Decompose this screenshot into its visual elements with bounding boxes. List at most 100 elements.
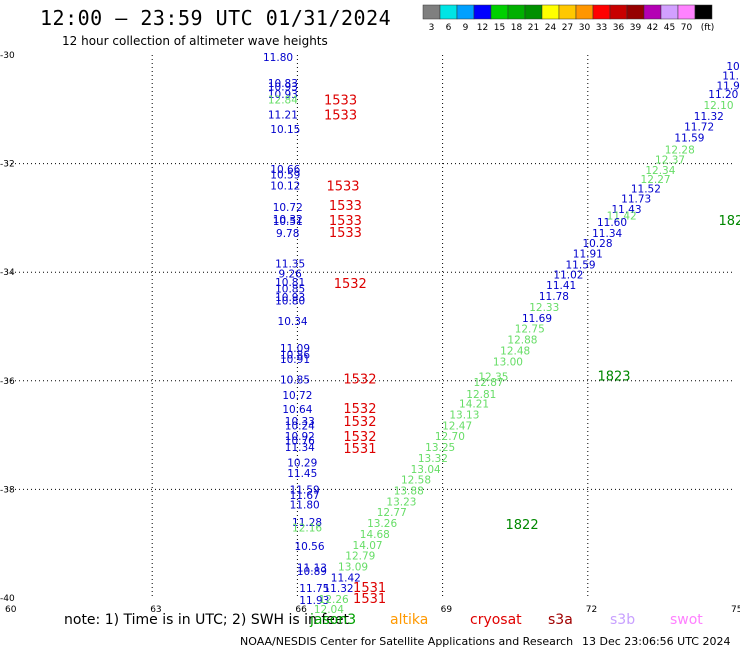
wave-height-label: 11.28 bbox=[292, 517, 322, 529]
wave-height-label: 10.92 bbox=[285, 431, 315, 443]
axis-ticks: 60 63 66 69 72 75 -30 -32 -34 -36 -38 -40 bbox=[0, 51, 740, 615]
wave-height-label: 10.85 bbox=[275, 283, 305, 295]
x-tick-label: 63 bbox=[150, 605, 161, 615]
color-scale-label: 24 bbox=[545, 23, 557, 33]
color-scale-label: 33 bbox=[596, 23, 607, 33]
wave-height-label: 11.9 bbox=[716, 80, 739, 92]
legend-s3a: s3a bbox=[548, 612, 573, 628]
wave-height-label: 10.89 bbox=[297, 566, 327, 578]
color-scale-label: 45 bbox=[664, 23, 675, 33]
color-scale-label: 12 bbox=[477, 23, 488, 33]
wave-height-label: 13.09 bbox=[338, 562, 368, 574]
pass-time-label: 1823 bbox=[597, 369, 630, 384]
wave-height-label: 12.88 bbox=[507, 335, 537, 347]
wave-height-label: 12.27 bbox=[641, 174, 671, 186]
data-marks: 11.8010.8310.9310.9312.8411.2110.1510.66… bbox=[263, 52, 740, 616]
wave-height-label: 12.28 bbox=[665, 144, 695, 156]
wave-height-label: 10.59 bbox=[270, 169, 300, 181]
wave-height-label: 12.33 bbox=[529, 302, 559, 314]
wave-height-label: 12.47 bbox=[442, 420, 472, 432]
legend-cryosat: cryosat bbox=[470, 612, 522, 628]
color-scale-label: (ft) bbox=[701, 23, 715, 33]
timestamp: 13 Dec 23:06:56 UTC 2024 bbox=[582, 635, 731, 648]
wave-height-label: 13.88 bbox=[394, 485, 424, 497]
footnote: note: 1) Time is in UTC; 2) SWH is in fe… bbox=[64, 612, 350, 628]
wave-height-label: 12.04 bbox=[314, 604, 344, 616]
wave-height-label: 11.52 bbox=[631, 184, 661, 196]
color-scale-label: 6 bbox=[446, 23, 452, 33]
color-swatch bbox=[507, 4, 526, 20]
wave-height-label: 13.32 bbox=[418, 453, 448, 465]
wave-height-label: 10.29 bbox=[287, 457, 317, 469]
wave-height-label: 11. bbox=[722, 71, 739, 83]
wave-height-label: 10.83 bbox=[268, 78, 298, 90]
wave-height-label: 12.35 bbox=[478, 371, 508, 383]
pass-time-label: 1533 bbox=[329, 226, 362, 241]
pass-time-label: 1532 bbox=[343, 373, 376, 388]
pass-time-label: 1532 bbox=[343, 415, 376, 430]
wave-height-label: 10.51 bbox=[273, 216, 303, 228]
chart-grid bbox=[7, 55, 733, 598]
wave-height-label: 13.04 bbox=[411, 464, 441, 476]
color-swatch bbox=[473, 4, 492, 20]
wave-height-label: 14.21 bbox=[459, 399, 489, 411]
wave-height-label: 10.72 bbox=[282, 390, 312, 402]
x-tick-label: 66 bbox=[295, 605, 307, 615]
wave-height-label: 11.59 bbox=[290, 484, 320, 496]
wave-height-label: 10.12 bbox=[270, 180, 300, 192]
wave-height-label: 11.59 bbox=[674, 133, 704, 145]
pass-time-label: 1531 bbox=[343, 442, 376, 457]
wave-height-label: 12.34 bbox=[645, 165, 675, 177]
color-swatch bbox=[660, 4, 679, 20]
wave-height-label: 11.20 bbox=[708, 89, 738, 101]
color-scale-label: 39 bbox=[630, 23, 642, 33]
color-scale-label: 36 bbox=[613, 23, 625, 33]
wave-height-label: 11.60 bbox=[597, 217, 627, 229]
pass-time-label: 1533 bbox=[324, 109, 357, 124]
wave-height-label: 10.66 bbox=[270, 164, 300, 176]
legend-jason3: jason3 bbox=[310, 612, 357, 628]
wave-height-label: 11.09 bbox=[280, 343, 310, 355]
wave-height-label: 11.32 bbox=[324, 583, 354, 595]
wave-height-label: 13.00 bbox=[493, 356, 523, 368]
color-scale-label: 30 bbox=[579, 23, 591, 33]
color-swatch bbox=[558, 4, 577, 20]
wave-height-label: 13.23 bbox=[386, 496, 416, 508]
chart-title: 12:00 — 23:59 UTC 01/31/2024 bbox=[40, 6, 392, 30]
pass-time-label: 1531 bbox=[353, 592, 386, 607]
color-scale-label: 9 bbox=[463, 23, 469, 33]
wave-height-label: 11.43 bbox=[611, 204, 641, 216]
wave-height-label: 10.34 bbox=[278, 316, 308, 328]
color-scale-label: 18 bbox=[511, 23, 523, 33]
pass-time-label: 1532 bbox=[334, 277, 367, 292]
color-scale-label: 42 bbox=[647, 23, 658, 33]
wave-height-label: 11.75 bbox=[299, 583, 329, 595]
wave-height-label: 10.93 bbox=[275, 292, 305, 304]
wave-height-label: 10.24 bbox=[285, 420, 315, 432]
wave-height-label: 12.37 bbox=[655, 154, 685, 166]
color-swatch bbox=[609, 4, 628, 20]
wave-height-label: 10.93 bbox=[268, 81, 298, 93]
legend-altika: altika bbox=[390, 612, 429, 628]
wave-height-label: 10.85 bbox=[280, 375, 310, 387]
wave-height-label: 13.26 bbox=[367, 518, 397, 530]
wave-height-label: 11.67 bbox=[290, 490, 320, 502]
wave-height-label: 12.58 bbox=[401, 475, 431, 487]
pass-time-label: 1822 bbox=[506, 518, 539, 533]
color-swatch bbox=[422, 4, 441, 20]
color-swatch bbox=[694, 4, 713, 20]
wave-height-label: 11.42 bbox=[607, 211, 637, 223]
wave-height-label: 11.35 bbox=[275, 259, 305, 271]
pass-time-label: 1533 bbox=[329, 214, 362, 229]
y-tick-label: -38 bbox=[0, 485, 15, 495]
wave-height-label: 10.76 bbox=[285, 436, 315, 448]
wave-height-label: 11.42 bbox=[331, 572, 361, 584]
color-swatch bbox=[456, 4, 475, 20]
wave-height-label: 11.34 bbox=[285, 442, 315, 454]
wave-height-label: 10.15 bbox=[270, 124, 300, 136]
wave-height-label: 10.28 bbox=[582, 238, 612, 250]
color-swatch bbox=[575, 4, 594, 20]
color-swatch bbox=[524, 4, 543, 20]
wave-height-label: 10 bbox=[726, 61, 739, 73]
